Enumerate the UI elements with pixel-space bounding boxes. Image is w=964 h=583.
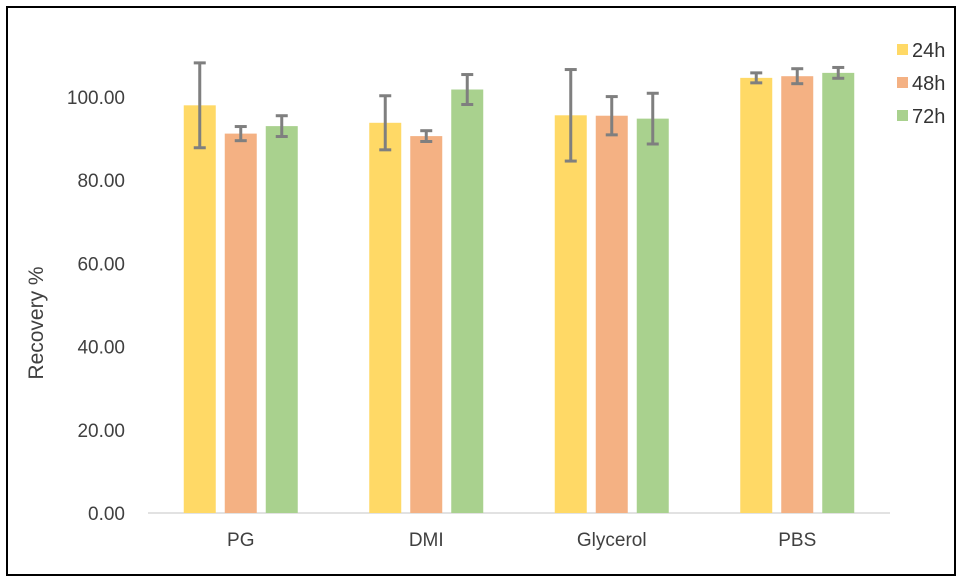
y-tick-label: 60.00 <box>77 254 125 275</box>
bar-48h-dmi <box>410 136 443 513</box>
bar-24h-dmi <box>369 122 402 514</box>
y-tick-label: 20.00 <box>77 421 125 442</box>
bar-24h-pbs <box>740 77 773 513</box>
x-tick-label: PG <box>227 530 254 551</box>
x-tick-label: PBS <box>778 530 816 551</box>
bar-72h-glycerol <box>636 118 669 513</box>
bar-48h-glycerol <box>595 115 628 513</box>
bar-24h-pg <box>183 105 216 513</box>
y-tick-label: 100.00 <box>67 88 125 109</box>
y-tick-label: 80.00 <box>77 171 125 192</box>
y-tick-label: 0.00 <box>88 504 125 525</box>
x-tick-label: DMI <box>409 530 444 551</box>
bar-48h-pg <box>224 133 257 513</box>
legend-swatch-72h <box>897 110 908 121</box>
x-tick-label: Glycerol <box>577 530 647 551</box>
legend-label: 24h <box>912 40 945 62</box>
bar-24h-glycerol <box>554 115 587 513</box>
bar-48h-pbs <box>781 76 814 513</box>
legend-swatch-24h <box>897 44 908 55</box>
bar-72h-pbs <box>822 72 855 513</box>
bar-72h-dmi <box>451 89 484 514</box>
y-axis-title: Recovery % <box>25 266 48 379</box>
legend-label: 72h <box>912 106 945 128</box>
legend-swatch-48h <box>897 77 908 88</box>
legend-label: 48h <box>912 73 945 95</box>
y-tick-label: 40.00 <box>77 338 125 359</box>
bar-72h-pg <box>265 126 298 514</box>
